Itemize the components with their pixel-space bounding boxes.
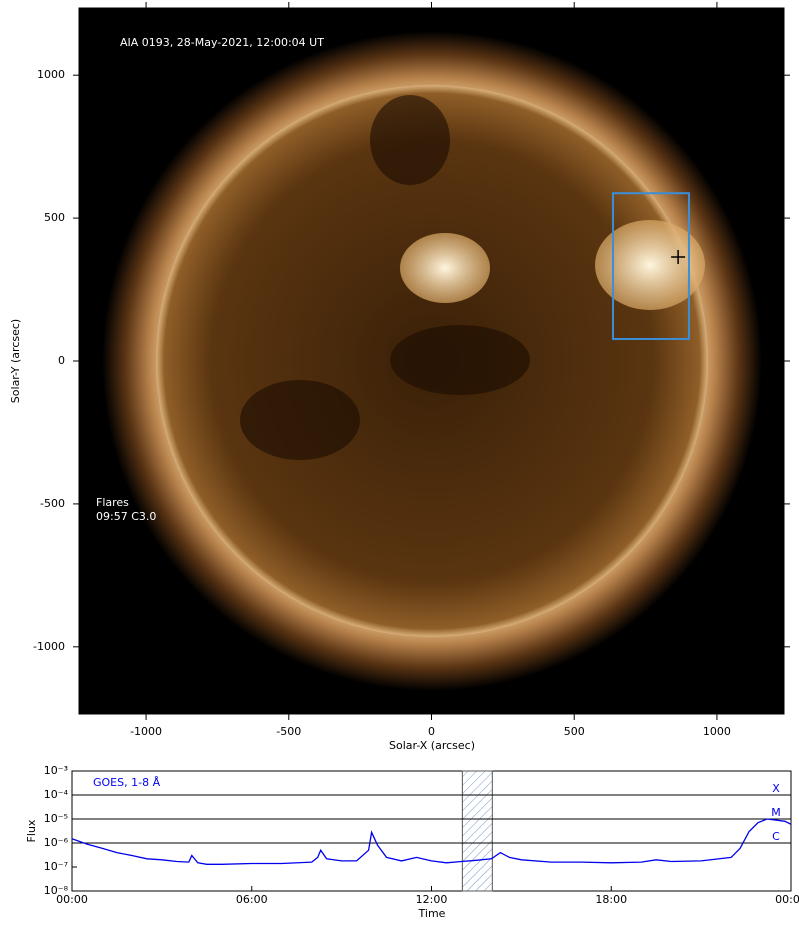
flare-marker bbox=[671, 249, 686, 264]
flux-line bbox=[71, 818, 792, 865]
x-tick-label: 12:00 bbox=[416, 893, 448, 906]
class-label: X bbox=[772, 782, 780, 795]
image-title: AIA 0193, 28-May-2021, 12:00:04 UT bbox=[120, 36, 324, 49]
y-tick-label: 10⁻⁶ bbox=[44, 836, 69, 849]
legend-label: GOES, 1-8 Å bbox=[93, 776, 161, 789]
coronal-hole bbox=[390, 325, 530, 395]
active-region bbox=[400, 233, 490, 303]
coronal-hole bbox=[240, 380, 360, 460]
coronal-hole bbox=[370, 95, 450, 185]
x-tick-label: -500 bbox=[276, 725, 301, 738]
x-tick-label: 00:00 bbox=[775, 893, 799, 906]
class-label: M bbox=[771, 806, 781, 819]
y-tick-label: 10⁻⁵ bbox=[44, 812, 68, 825]
y-tick-label: 0 bbox=[58, 354, 65, 367]
x-tick-label: 06:00 bbox=[236, 893, 268, 906]
class-label: C bbox=[772, 830, 780, 843]
time-window bbox=[461, 770, 493, 892]
y-axis-label: Solar-Y (arcsec) bbox=[9, 319, 22, 403]
y-tick-label: 10⁻⁷ bbox=[44, 860, 68, 873]
x-axis-label: Solar-X (arcsec) bbox=[389, 739, 475, 752]
y-tick-label: 10⁻⁴ bbox=[44, 788, 69, 801]
y-axis-label: Flux bbox=[25, 819, 38, 842]
y-tick-label: 500 bbox=[44, 211, 65, 224]
annotation: Flares bbox=[96, 496, 129, 509]
x-tick-label: 00:00 bbox=[56, 893, 88, 906]
x-tick-label: 18:00 bbox=[595, 893, 627, 906]
y-tick-label: 1000 bbox=[37, 68, 65, 81]
x-tick-label: -1000 bbox=[130, 725, 162, 738]
region-box bbox=[612, 192, 690, 340]
x-tick-label: 500 bbox=[564, 725, 585, 738]
goes-frame bbox=[71, 770, 792, 892]
y-tick-label: 10⁻³ bbox=[44, 764, 68, 777]
solar-image bbox=[79, 8, 784, 714]
x-axis-label: Time bbox=[418, 907, 446, 920]
y-tick-label: 10⁻⁸ bbox=[44, 884, 69, 897]
annotation: 09:57 C3.0 bbox=[96, 510, 156, 523]
y-tick-label: -1000 bbox=[33, 640, 65, 653]
active-region bbox=[595, 220, 705, 310]
y-tick-label: -500 bbox=[40, 497, 65, 510]
x-tick-label: 0 bbox=[428, 725, 435, 738]
x-tick-label: 1000 bbox=[703, 725, 731, 738]
